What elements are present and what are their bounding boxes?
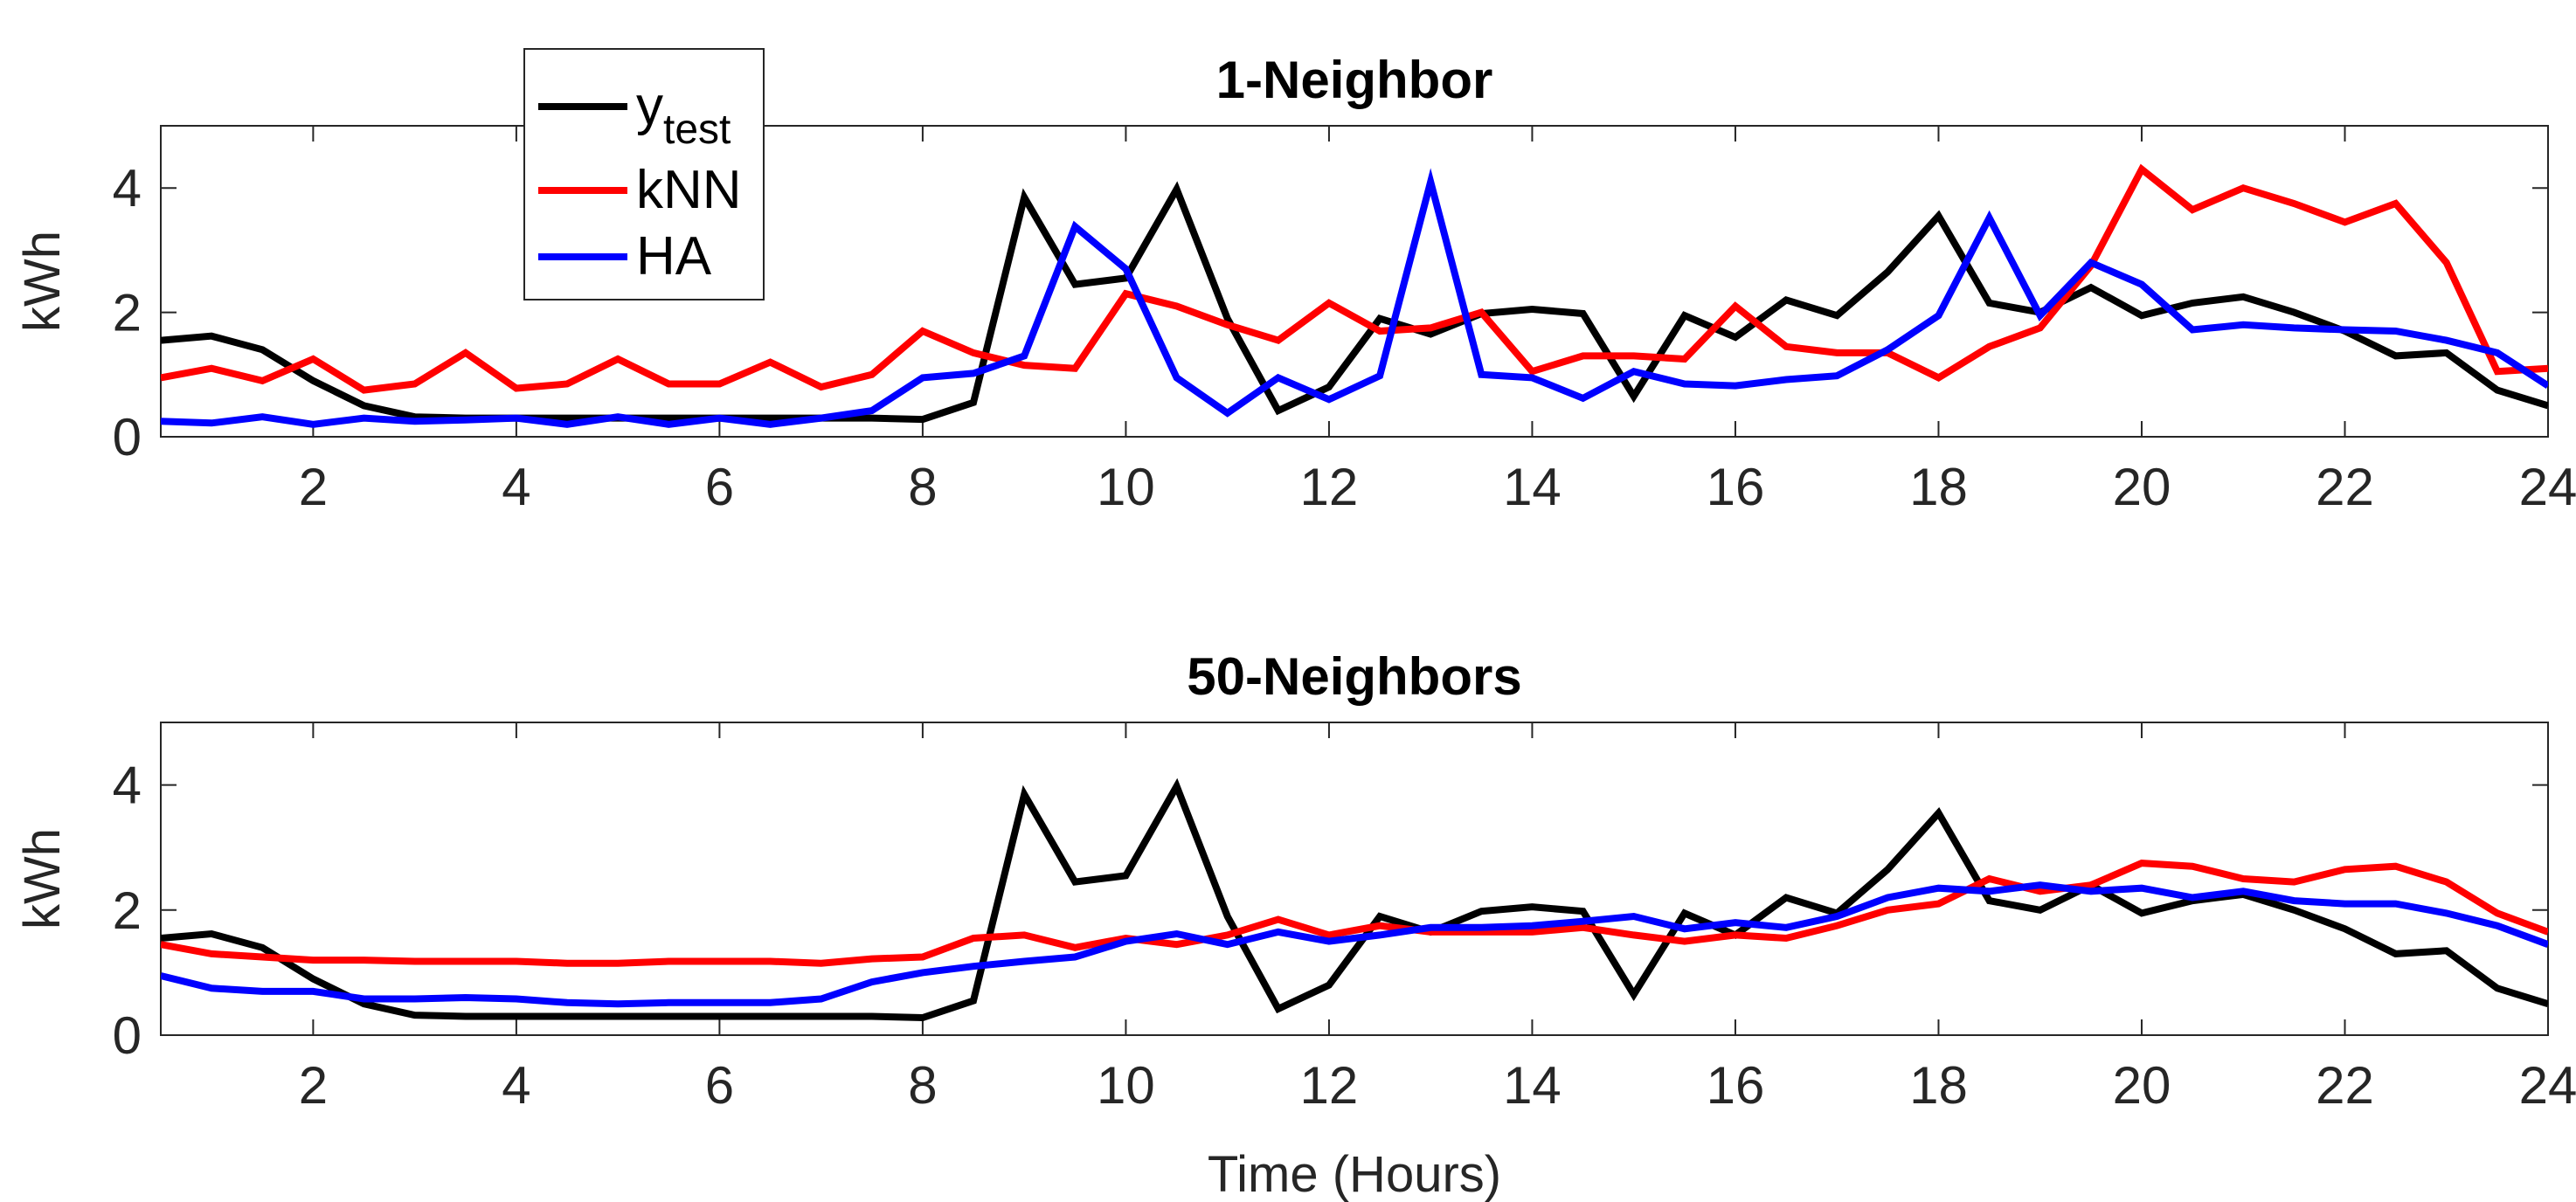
x-tick-label: 8 xyxy=(908,458,937,516)
x-tick-label: 18 xyxy=(1909,1056,1968,1115)
x-tick-label: 4 xyxy=(502,458,530,516)
y-tick-label: 4 xyxy=(113,756,142,815)
x-tick-label: 4 xyxy=(502,1056,530,1115)
series-line-ha xyxy=(161,168,2548,428)
x-tick-label: 14 xyxy=(1503,1056,1562,1115)
legend-label-subscript: test xyxy=(663,107,731,153)
x-tick-label: 10 xyxy=(1097,1056,1155,1115)
panel-50-neighbors: 2 4 6 8 10 12 14 16 18 20 22 2402450-NeighborskWhTi… xyxy=(14,647,2576,1202)
x-tick-label: 20 xyxy=(2113,1056,2171,1115)
series-line-knn xyxy=(161,163,2548,394)
series-line-ha xyxy=(161,881,2548,1008)
x-tick-label: 6 xyxy=(705,458,734,516)
x-tick-label: 2 xyxy=(299,458,328,516)
y-tick-label: 0 xyxy=(113,1006,142,1065)
y-axis-label: kWh xyxy=(14,828,71,929)
x-tick-label: 24 xyxy=(2519,1056,2576,1115)
x-tick-label: 16 xyxy=(1707,458,1765,516)
x-axis-label: Time (Hours) xyxy=(1208,1146,1501,1202)
x-tick-label: 14 xyxy=(1503,458,1562,516)
x-tick-label: 16 xyxy=(1707,1056,1765,1115)
chart-title: 1-Neighbor xyxy=(1216,51,1493,109)
y-tick-label: 2 xyxy=(113,284,142,342)
x-tick-label: 10 xyxy=(1097,458,1155,516)
legend-label-knn: kNN xyxy=(636,160,742,220)
plot-area xyxy=(160,125,2549,438)
x-tick-label: 12 xyxy=(1300,1056,1359,1115)
chart-title: 50-Neighbors xyxy=(1187,647,1521,706)
x-tick-label: 24 xyxy=(2519,458,2576,516)
series-line-y-test xyxy=(161,777,2548,1022)
x-tick-label: 18 xyxy=(1909,458,1968,516)
x-tick-label: 22 xyxy=(2316,458,2374,516)
legend-label-ha: HA xyxy=(636,226,712,287)
x-tick-label: 22 xyxy=(2316,1056,2374,1115)
x-tick-label: 6 xyxy=(705,1056,734,1115)
y-axis-label: kWh xyxy=(14,231,71,332)
x-tick-label: 2 xyxy=(299,1056,328,1115)
plot-area xyxy=(160,722,2549,1036)
x-tick-label: 8 xyxy=(908,1056,937,1115)
series-line-knn xyxy=(161,860,2548,967)
x-tick-label: 12 xyxy=(1300,458,1359,516)
x-tick-label: 20 xyxy=(2113,458,2171,516)
y-tick-label: 4 xyxy=(113,159,142,218)
series-line-y-test xyxy=(161,181,2548,424)
y-tick-label: 0 xyxy=(113,408,142,466)
y-tick-label: 2 xyxy=(113,881,142,940)
